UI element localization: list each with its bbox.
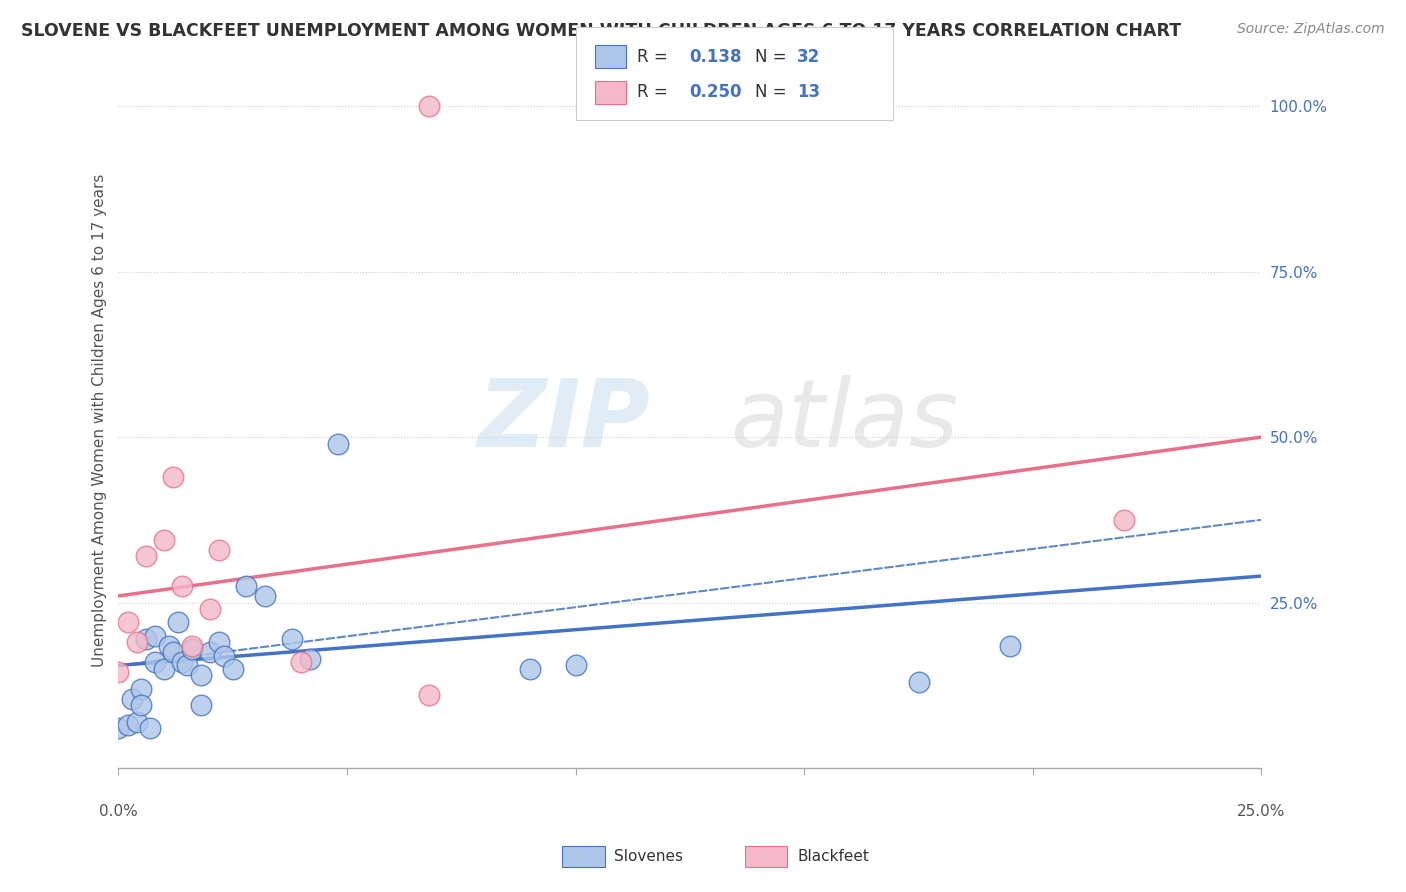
Point (208, 542, 231, 557)
Text: Blackfeet: Blackfeet (797, 849, 869, 863)
Point (998, 639, 1021, 653)
Text: N =: N = (755, 47, 786, 66)
Point (162, 645, 184, 659)
Point (167, 615, 190, 630)
Point (190, 668, 212, 682)
Y-axis label: Unemployment Among Women with Children Ages 6 to 17 years: Unemployment Among Women with Children A… (93, 174, 107, 667)
Point (180, 639, 202, 653)
Point (281, 632, 304, 646)
Point (107, 722, 129, 736)
Point (198, 645, 221, 659)
Point (143, 655, 166, 669)
Point (1114, 513, 1136, 527)
Text: 0.0%: 0.0% (98, 805, 138, 820)
Point (208, 635, 231, 649)
Text: atlas: atlas (730, 375, 957, 466)
Text: SLOVENE VS BLACKFEET UNEMPLOYMENT AMONG WOMEN WITH CHILDREN AGES 6 TO 17 YEARS C: SLOVENE VS BLACKFEET UNEMPLOYMENT AMONG … (21, 22, 1181, 40)
Point (176, 658, 198, 673)
Point (125, 714, 148, 729)
Point (125, 635, 148, 649)
Text: R =: R = (637, 47, 678, 66)
Point (135, 632, 157, 646)
Point (172, 579, 194, 593)
Point (143, 629, 166, 643)
Point (212, 648, 235, 663)
Text: 0.138: 0.138 (689, 47, 741, 66)
Point (190, 698, 212, 713)
Text: N =: N = (755, 83, 786, 101)
Point (418, 99, 440, 113)
Text: 0.250: 0.250 (689, 83, 741, 101)
Point (157, 639, 180, 653)
Text: Source: ZipAtlas.com: Source: ZipAtlas.com (1237, 22, 1385, 37)
Point (222, 662, 245, 676)
Point (162, 470, 184, 484)
Text: 32: 32 (797, 47, 821, 66)
Point (121, 691, 143, 706)
Point (129, 698, 152, 713)
Point (180, 641, 202, 656)
Point (135, 549, 157, 564)
Point (326, 436, 349, 450)
Text: ZIP: ZIP (477, 375, 650, 467)
Point (117, 718, 139, 732)
Point (907, 675, 929, 690)
Point (290, 655, 312, 669)
Point (129, 681, 152, 696)
Point (153, 662, 176, 676)
Text: 13: 13 (797, 83, 820, 101)
Point (418, 688, 440, 702)
Point (253, 589, 276, 603)
Text: Slovenes: Slovenes (614, 849, 683, 863)
Point (564, 658, 586, 673)
Text: R =: R = (637, 83, 678, 101)
Point (107, 665, 129, 679)
Point (519, 662, 541, 676)
Point (299, 652, 322, 666)
Text: 25.0%: 25.0% (1237, 805, 1285, 820)
Point (117, 615, 139, 630)
Point (153, 533, 176, 547)
Point (139, 722, 162, 736)
Point (172, 655, 194, 669)
Point (235, 579, 257, 593)
Point (198, 602, 221, 616)
